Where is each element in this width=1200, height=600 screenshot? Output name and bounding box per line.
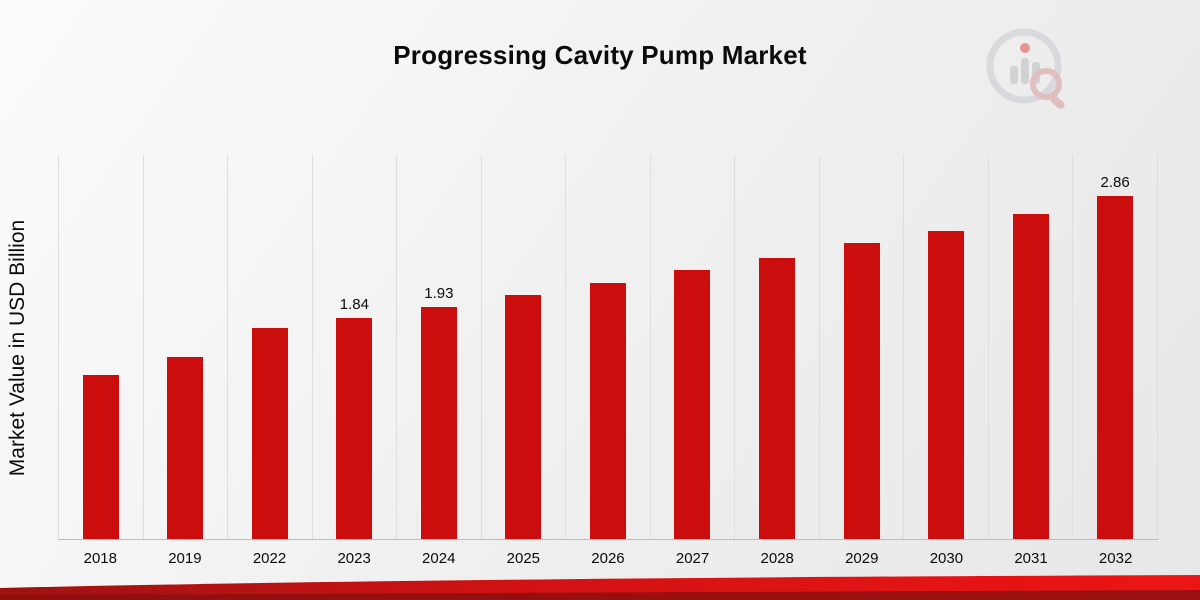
logo-dot <box>1020 43 1030 53</box>
x-tick-2018: 2018 <box>83 550 117 567</box>
x-tick-2026: 2026 <box>591 550 625 567</box>
bar-2030 <box>928 230 965 539</box>
x-tick-2019: 2019 <box>168 550 202 567</box>
grid-column-2026 <box>565 155 650 539</box>
logo-magnifier-icon <box>1030 68 1062 100</box>
grid-column-2025 <box>480 155 566 539</box>
value-label-2023: 1.84 <box>339 296 369 314</box>
bar-2026 <box>589 283 626 539</box>
grid-column-2023: 1.84 <box>311 155 397 539</box>
x-tick-2022: 2022 <box>252 550 287 567</box>
grid-column-2030 <box>903 155 988 539</box>
x-axis-labels: 2018 2019 2022 2023 2024 2025 2026 2027 2028 2029… <box>58 550 1158 567</box>
bar-2019 <box>167 356 204 539</box>
y-axis-label: Market Value in USD Billion <box>6 219 29 477</box>
x-tick-2024: 2024 <box>422 550 456 567</box>
grid-column-2028 <box>734 155 819 539</box>
logo-magnifier-handle <box>1050 95 1065 109</box>
bar-2023 <box>336 318 373 539</box>
bar-2028 <box>759 258 796 539</box>
x-tick-2030: 2030 <box>929 550 964 567</box>
plot-area: 1.84 1.93 2.86 <box>58 155 1158 540</box>
bottom-ribbon <box>0 575 1200 600</box>
bar-2024 <box>420 307 457 539</box>
grid-column-2019 <box>142 155 228 539</box>
bar-2032 <box>1097 195 1134 539</box>
grid-column-2031 <box>987 155 1073 539</box>
bar-2022 <box>251 327 288 539</box>
x-tick-2028: 2028 <box>760 550 794 567</box>
brand-logo-watermark <box>986 28 1065 109</box>
x-tick-2025: 2025 <box>506 550 541 567</box>
bar-2025 <box>505 295 542 539</box>
value-label-2024: 1.93 <box>424 285 454 303</box>
logo-bar-1 <box>1010 66 1018 84</box>
grid-column-2029 <box>818 155 904 539</box>
bar-2027 <box>674 270 711 539</box>
grid-column-2022 <box>227 155 312 539</box>
bar-2029 <box>843 242 880 539</box>
bar-2031 <box>1012 213 1049 539</box>
grid-column-2032: 2.86 <box>1072 155 1158 539</box>
logo-ring <box>986 28 1062 104</box>
grid-column-2018 <box>58 155 143 539</box>
x-tick-2027: 2027 <box>675 550 710 567</box>
ribbon-base <box>0 590 1200 600</box>
logo-bar-2 <box>1021 58 1029 84</box>
x-tick-2023: 2023 <box>337 550 371 567</box>
x-tick-2031: 2031 <box>1014 550 1048 567</box>
x-tick-2029: 2029 <box>845 550 879 567</box>
grid-column-2027 <box>649 155 735 539</box>
chart-title: Progressing Cavity Pump Market <box>393 40 807 70</box>
x-tick-2032: 2032 <box>1098 550 1133 567</box>
grid-column-2024: 1.93 <box>396 155 481 539</box>
value-label-2032: 2.86 <box>1100 173 1130 191</box>
bar-2018 <box>82 374 119 539</box>
